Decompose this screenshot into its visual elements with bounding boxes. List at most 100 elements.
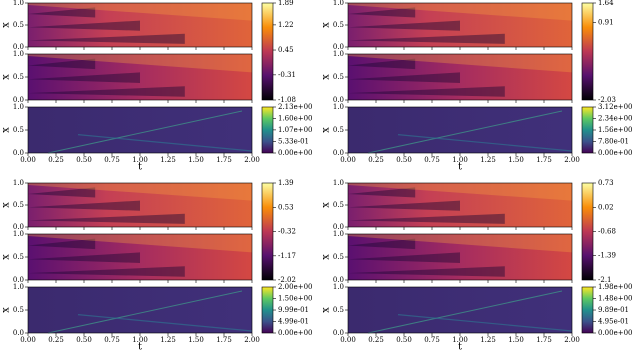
- heatmap-image: [28, 183, 252, 227]
- x-tick-label: 0.50: [76, 156, 92, 164]
- colorbar-tick-label: 4.99e-01: [278, 318, 309, 326]
- heatmap-feature: [348, 238, 416, 250]
- y-axis-label: x: [321, 254, 332, 260]
- colorbar: [581, 182, 594, 281]
- x-tick-label: 0.25: [368, 336, 384, 344]
- colorbar-tick-label: 2.00e+00: [278, 283, 313, 291]
- y-tick-label: 0.0: [333, 276, 344, 284]
- x-tick-label: 2.00: [564, 156, 580, 164]
- heatmap-feature: [348, 58, 416, 70]
- x-tick-label: 1.00: [452, 336, 468, 344]
- y-tick-label: 0.5: [333, 126, 344, 134]
- colorbar-tick-label: 1.22: [278, 21, 294, 29]
- x-tick-label: 1.75: [536, 336, 552, 344]
- colorbar-tick-label: 0.00e+00: [278, 149, 313, 157]
- colorbar-tick-label: -0.32: [278, 228, 296, 236]
- heatmap-feature: [348, 187, 416, 198]
- colorbar: [261, 2, 274, 101]
- x-tick-label: 0.00: [20, 156, 36, 164]
- colorbar-tick-label: 2.34e+00: [598, 115, 633, 123]
- colorbar-tick-label: 0.00e+00: [598, 149, 633, 157]
- heatmap-feature: [47, 110, 243, 154]
- x-tick-label: 1.50: [188, 336, 204, 344]
- colorbar-tick-label: 9.99e-01: [278, 306, 309, 314]
- colorbar-tick-label: -2.02: [278, 276, 296, 284]
- colorbar-tick-label: 1.56e+00: [598, 126, 633, 134]
- heatmap-feature: [348, 213, 505, 224]
- heatmap-feature: [28, 252, 140, 263]
- heatmap-feature: [28, 86, 185, 97]
- heatmap-image: [28, 107, 252, 153]
- heatmap-image: [28, 287, 252, 333]
- colorbar-tick-label: -0.31: [278, 71, 296, 79]
- x-tick-label: 0.25: [368, 156, 384, 164]
- heatmap-feature: [348, 54, 572, 73]
- colorbar-tick-label: 1.48e+00: [598, 295, 633, 303]
- y-tick-label: 1.0: [13, 0, 24, 7]
- heatmap-feature: [348, 200, 460, 211]
- y-tick-label: 0.0: [13, 149, 24, 157]
- colorbar-tick-label: 5.33e-01: [278, 137, 309, 145]
- y-axis-label: x: [321, 22, 332, 28]
- heatmap-feature: [348, 252, 460, 263]
- heatmap-image: [348, 183, 572, 227]
- heatmap-feature: [348, 7, 416, 18]
- y-tick-label: 0.5: [13, 306, 24, 314]
- heatmap-feature: [28, 3, 252, 21]
- colorbar: [581, 286, 594, 334]
- heatmap-feature: [28, 200, 140, 211]
- colorbar-tick-label: 9.89e-01: [598, 306, 629, 314]
- y-tick-label: 0.5: [13, 201, 24, 209]
- colorbar-tick-label: 1.98e+00: [598, 283, 633, 291]
- y-tick-label: 0.5: [13, 21, 24, 29]
- colorbar-tick-label: -1.08: [278, 96, 296, 104]
- y-tick-label: 0.0: [333, 149, 344, 157]
- y-tick-label: 0.5: [333, 201, 344, 209]
- heatmap-feature: [77, 314, 253, 332]
- heatmap-feature: [348, 183, 572, 201]
- colorbar-tick-label: -2.1: [598, 276, 612, 284]
- heatmap-feature: [28, 20, 140, 31]
- heatmap-feature: [28, 72, 140, 83]
- y-axis-label: x: [1, 127, 12, 133]
- x-tick-label: 0.75: [104, 336, 120, 344]
- y-axis-label: x: [1, 74, 12, 80]
- heatmap-feature: [348, 266, 505, 277]
- heatmap-feature: [28, 54, 252, 73]
- heatmap-feature: [28, 187, 96, 198]
- heatmap-feature: [77, 134, 253, 152]
- y-axis-label: x: [1, 22, 12, 28]
- heatmap-feature: [28, 213, 185, 224]
- heatmap-feature: [367, 110, 563, 154]
- heatmap-image: [28, 54, 252, 100]
- colorbar-tick-label: 0.91: [598, 18, 614, 26]
- x-tick-label: 1.50: [508, 156, 524, 164]
- y-tick-label: 0.5: [333, 73, 344, 81]
- x-tick-label: 0.75: [424, 156, 440, 164]
- heatmap-image: [348, 107, 572, 153]
- heatmap-feature: [28, 58, 96, 70]
- y-axis-label: x: [321, 127, 332, 133]
- x-tick-label: 0.50: [76, 336, 92, 344]
- heatmap-feature: [367, 290, 563, 334]
- x-axis-label: t: [138, 162, 142, 173]
- x-tick-label: 0.50: [396, 336, 412, 344]
- colorbar-tick-label: 1.64: [598, 0, 614, 7]
- heatmap-feature: [348, 3, 572, 21]
- heatmap-feature: [348, 33, 505, 44]
- x-tick-label: 1.25: [480, 156, 496, 164]
- x-tick-label: 2.00: [564, 336, 580, 344]
- heatmap-image: [348, 287, 572, 333]
- y-tick-label: 1.0: [13, 103, 24, 111]
- colorbar-tick-label: 0.02: [598, 203, 614, 211]
- y-tick-label: 0.0: [333, 329, 344, 337]
- colorbar-tick-label: -1.17: [278, 252, 296, 260]
- colorbar: [261, 106, 274, 154]
- y-tick-label: 0.0: [13, 329, 24, 337]
- x-tick-label: 1.25: [160, 156, 176, 164]
- y-tick-label: 0.0: [13, 223, 24, 231]
- heatmap-feature: [348, 86, 505, 97]
- heatmap-image: [348, 54, 572, 100]
- y-axis-label: x: [321, 307, 332, 313]
